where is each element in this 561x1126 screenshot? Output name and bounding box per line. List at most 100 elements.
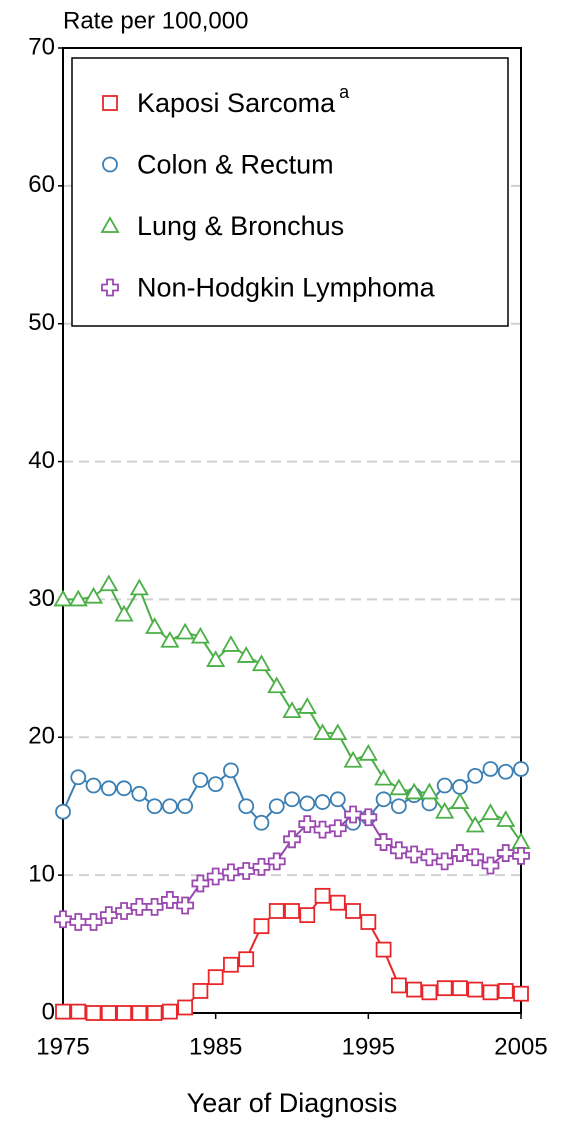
marker	[146, 1005, 163, 1021]
marker	[312, 723, 333, 741]
marker	[267, 676, 287, 694]
marker	[299, 907, 316, 924]
marker	[374, 768, 394, 786]
marker	[192, 772, 209, 788]
marker	[161, 798, 178, 815]
marker	[116, 780, 132, 797]
marker	[177, 798, 194, 815]
marker	[497, 763, 514, 780]
marker	[358, 744, 378, 761]
marker	[84, 913, 103, 931]
marker	[160, 630, 180, 648]
marker	[129, 578, 149, 596]
marker	[328, 723, 348, 741]
marker	[467, 981, 484, 998]
marker	[374, 833, 393, 851]
marker	[435, 852, 454, 871]
marker	[452, 779, 468, 795]
marker	[100, 216, 120, 233]
marker	[497, 983, 514, 999]
x-axis-label: Year of Diagnosis	[187, 1088, 398, 1118]
marker	[102, 95, 118, 111]
marker	[420, 848, 439, 867]
marker	[130, 897, 149, 916]
marker	[496, 810, 516, 827]
x-tick-label: 2005	[494, 1033, 547, 1060]
marker	[54, 910, 72, 929]
marker	[359, 808, 378, 827]
marker	[83, 586, 104, 604]
y-tick-label: 40	[28, 447, 55, 474]
marker	[206, 867, 225, 886]
marker	[101, 278, 119, 297]
marker	[267, 852, 286, 871]
marker	[161, 1003, 178, 1020]
marker	[131, 1005, 148, 1021]
marker	[190, 626, 210, 644]
marker	[465, 815, 485, 833]
marker	[314, 887, 331, 904]
marker	[85, 1005, 102, 1021]
marker	[405, 845, 424, 864]
marker	[511, 832, 531, 849]
legend-label: Non-Hodgkin Lymphoma	[137, 273, 436, 303]
marker	[343, 750, 363, 768]
marker	[389, 778, 409, 796]
marker	[268, 903, 285, 919]
marker	[313, 820, 332, 839]
marker	[375, 791, 392, 808]
marker	[268, 798, 285, 815]
marker	[481, 856, 500, 875]
marker	[85, 777, 102, 794]
marker	[252, 857, 271, 876]
y-tick-label: 30	[28, 585, 55, 612]
marker	[177, 999, 194, 1016]
marker	[253, 918, 270, 935]
marker	[55, 803, 71, 820]
marker	[298, 815, 317, 834]
marker	[513, 761, 529, 777]
marker	[436, 777, 453, 794]
marker	[375, 941, 392, 958]
marker	[513, 985, 529, 1002]
marker	[282, 701, 302, 718]
marker	[207, 969, 224, 986]
marker	[223, 762, 239, 779]
marker	[329, 791, 346, 808]
x-tick-label: 1985	[189, 1033, 242, 1060]
marker	[222, 863, 240, 882]
marker	[145, 617, 165, 634]
marker	[466, 848, 485, 867]
marker	[389, 841, 408, 860]
legend-note: a	[339, 82, 350, 102]
marker	[131, 785, 148, 802]
marker	[100, 780, 117, 797]
marker	[114, 604, 134, 622]
marker	[221, 635, 241, 652]
marker	[99, 574, 119, 592]
marker	[176, 896, 195, 915]
marker	[102, 156, 118, 173]
marker	[146, 798, 163, 815]
marker	[238, 798, 255, 815]
marker	[284, 791, 300, 808]
marker	[419, 782, 439, 800]
y-tick-label: 10	[28, 860, 55, 887]
marker	[390, 977, 407, 994]
marker	[329, 894, 346, 911]
marker	[467, 767, 484, 784]
marker	[406, 981, 423, 998]
x-tick-label: 1995	[342, 1033, 395, 1060]
marker	[192, 983, 209, 999]
y-tick-label: 70	[28, 33, 55, 60]
marker	[421, 984, 438, 1001]
marker	[482, 984, 499, 1001]
marker	[115, 902, 133, 920]
marker	[436, 980, 453, 997]
marker	[237, 862, 256, 880]
y-tick-label: 20	[28, 723, 55, 750]
marker	[70, 769, 87, 786]
legend-label: Lung & Bronchus	[137, 211, 344, 241]
marker	[283, 830, 301, 849]
